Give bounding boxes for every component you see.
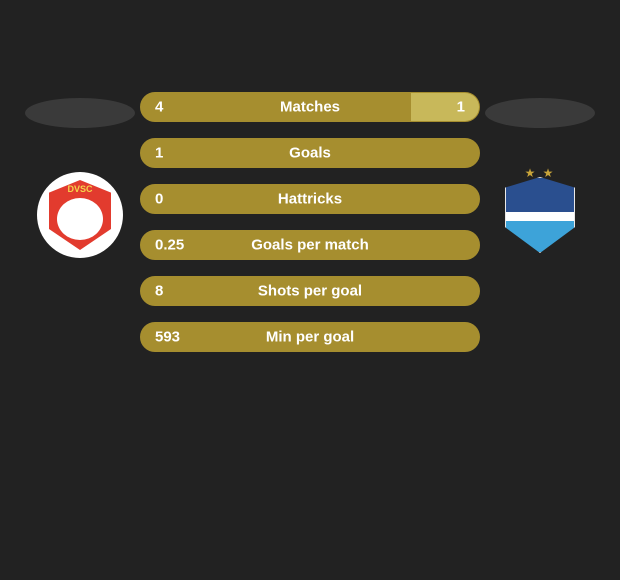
bar-label: Min per goal (266, 329, 354, 346)
bar-fill-right (411, 93, 479, 121)
bar-value-left: 1 (155, 145, 163, 162)
comparison-content: 4 Matches 1 1 Goals 0 Hattricks 0.25 Goals per m… (0, 92, 620, 352)
stat-bar: 4 Matches 1 (140, 92, 480, 122)
stat-bars: 4 Matches 1 1 Goals 0 Hattricks 0.25 Goals per m… (140, 92, 480, 352)
right-club-crest: ★ ★ (497, 172, 583, 258)
stat-bar: 1 Goals (140, 138, 480, 168)
stat-bar: 0 Hattricks (140, 184, 480, 214)
bar-label: Shots per goal (258, 283, 362, 300)
bar-label: Hattricks (278, 191, 342, 208)
left-club-crest (37, 172, 123, 258)
bar-value-left: 4 (155, 99, 163, 116)
bar-value-left: 0 (155, 191, 163, 208)
dvsc-badge-icon (49, 180, 111, 250)
bar-label: Goals (289, 145, 331, 162)
left-ellipse-shadow (25, 98, 135, 128)
left-player-column (20, 92, 140, 258)
stat-bar: 593 Min per goal (140, 322, 480, 352)
bar-label: Matches (280, 99, 340, 116)
bar-label: Goals per match (251, 237, 369, 254)
bar-value-left: 593 (155, 329, 180, 346)
stat-bar: 8 Shots per goal (140, 276, 480, 306)
right-player-column: ★ ★ (480, 92, 600, 258)
stat-bar: 0.25 Goals per match (140, 230, 480, 260)
mtk-shield-icon (505, 177, 575, 253)
right-ellipse-shadow (485, 98, 595, 128)
bar-value-right: 1 (457, 99, 465, 116)
bar-value-left: 0.25 (155, 237, 184, 254)
bar-fill-left (141, 93, 411, 121)
bar-value-left: 8 (155, 283, 163, 300)
